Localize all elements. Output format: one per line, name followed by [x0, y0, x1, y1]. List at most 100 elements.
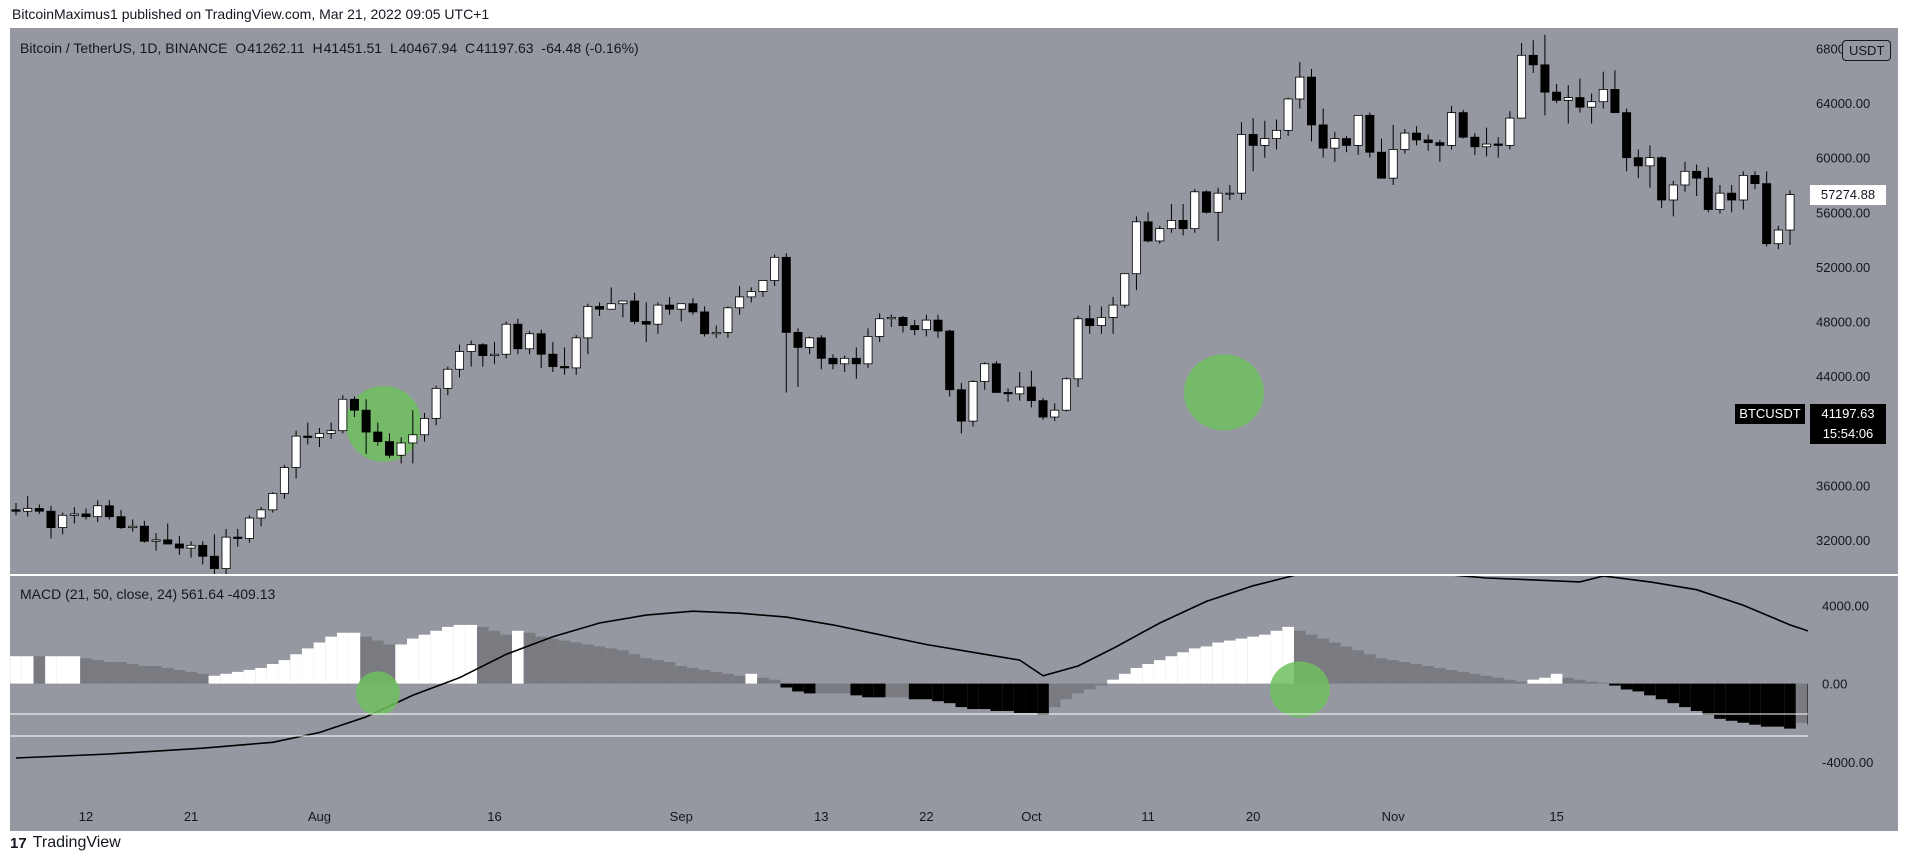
- candle-body: [1213, 192, 1223, 213]
- price-tick-label: 32000.00: [1816, 533, 1870, 548]
- signal-value: -409.13: [227, 586, 276, 602]
- macd-histogram-bar: [336, 632, 349, 684]
- candle: [163, 523, 173, 545]
- candle: [1166, 204, 1176, 233]
- candle: [268, 492, 278, 513]
- macd-axis[interactable]: 4000.00 0.00 -4000.00: [1808, 576, 1898, 801]
- candle: [665, 296, 675, 315]
- candle-body: [711, 331, 721, 335]
- time-tick-label: Nov: [1382, 809, 1406, 824]
- candle: [1715, 184, 1725, 214]
- macd-histogram-bar: [278, 660, 291, 684]
- macd-histogram-bar: [1434, 667, 1446, 684]
- candle-body: [688, 303, 698, 313]
- candle: [373, 422, 383, 446]
- highlight-circle-2: [1183, 354, 1264, 431]
- candle: [723, 306, 733, 338]
- candle-body: [875, 318, 885, 337]
- candle-body: [186, 544, 196, 549]
- candle-body: [151, 539, 161, 542]
- candle: [676, 303, 686, 322]
- candle: [1692, 164, 1702, 196]
- macd-pane[interactable]: MACD (21, 50, close, 24) 561.64 -409.13: [10, 576, 1808, 801]
- macd-histogram-bar: [1737, 683, 1750, 723]
- macd-histogram-bar: [360, 636, 372, 684]
- candle: [233, 528, 243, 547]
- candlestick-chart[interactable]: [10, 28, 1808, 574]
- macd-histogram-bar: [1387, 660, 1400, 684]
- macd-histogram-bar: [733, 675, 746, 684]
- macd-histogram-bar: [1130, 667, 1143, 684]
- candle-body: [945, 330, 955, 391]
- price-axis[interactable]: 68000.0064000.0060000.0056000.0052000.00…: [1808, 28, 1898, 574]
- macd-histogram-bar: [862, 683, 874, 698]
- candle: [1377, 138, 1386, 179]
- macd-histogram-bar: [1060, 683, 1073, 700]
- candle: [1622, 108, 1632, 172]
- price-tick-label: 60000.00: [1816, 151, 1870, 166]
- macd-legend: MACD (21, 50, close, 24) 561.64 -409.13: [20, 586, 275, 602]
- price-tick-label: 64000.00: [1816, 96, 1870, 111]
- macd-histogram-bar: [547, 638, 559, 684]
- macd-histogram-bar: [1410, 664, 1423, 684]
- currency-badge[interactable]: USDT: [1842, 40, 1892, 61]
- candle-body: [921, 319, 931, 331]
- candle: [606, 287, 616, 310]
- close-label: C: [465, 40, 476, 56]
- macd-histogram-bar: [722, 673, 734, 684]
- candle-body: [58, 514, 68, 528]
- candle: [1482, 127, 1492, 157]
- time-tick-label: 21: [184, 809, 198, 824]
- price-tick-label: 36000.00: [1816, 478, 1870, 493]
- candle-body: [1283, 98, 1293, 131]
- macd-histogram-bar: [1457, 671, 1470, 684]
- candle: [910, 320, 920, 336]
- candle-body: [1015, 386, 1025, 395]
- candle: [1400, 129, 1410, 154]
- candle-body: [1143, 221, 1153, 242]
- macd-histogram-bar: [1492, 677, 1505, 684]
- macd-histogram-bar: [1282, 626, 1294, 684]
- macd-histogram-bar: [1188, 648, 1201, 684]
- candle-body: [1330, 138, 1340, 149]
- candle-body: [933, 319, 943, 332]
- price-pane[interactable]: Bitcoin / TetherUS, 1D, BINANCE O41262.1…: [10, 28, 1808, 574]
- chart-frame[interactable]: Bitcoin / TetherUS, 1D, BINANCE O41262.1…: [10, 28, 1898, 831]
- candle-body: [1762, 183, 1772, 245]
- macd-histogram-bar: [1352, 650, 1365, 684]
- candle-body: [653, 304, 663, 325]
- macd-histogram-bar: [1550, 673, 1563, 684]
- candle: [1552, 83, 1562, 104]
- candle: [840, 355, 850, 372]
- candle: [781, 253, 791, 393]
- macd-histogram-bar: [1399, 662, 1411, 684]
- macd-chart[interactable]: [10, 576, 1808, 801]
- macd-histogram-bar: [512, 630, 524, 684]
- candle-body: [583, 306, 593, 339]
- macd-histogram-bar: [115, 662, 127, 684]
- macd-histogram-bar: [1469, 673, 1481, 684]
- candle-body: [46, 510, 56, 528]
- candle: [1307, 68, 1316, 142]
- candle: [1015, 371, 1025, 401]
- time-axis[interactable]: 12 21 Aug 16 Sep 13 22 Oct 11 20 Nov 15: [10, 801, 1808, 831]
- macd-highlight-circle-2: [1269, 661, 1330, 718]
- candle: [525, 331, 535, 355]
- candle-body: [1493, 143, 1503, 146]
- macd-histogram-bar: [1784, 683, 1796, 729]
- candle: [816, 335, 826, 370]
- macd-histogram-bar: [1048, 683, 1061, 708]
- candle: [1703, 167, 1713, 213]
- macd-histogram-bar: [1655, 683, 1668, 700]
- macd-histogram-bar: [593, 646, 606, 684]
- macd-histogram-bar: [1690, 683, 1703, 711]
- candle: [1458, 109, 1468, 139]
- macd-histogram-bar: [582, 644, 594, 684]
- candle: [968, 380, 978, 427]
- macd-histogram-bar: [1772, 683, 1785, 727]
- candle-body: [384, 441, 394, 456]
- candle: [1131, 216, 1141, 291]
- candle: [139, 520, 149, 543]
- candle: [46, 505, 56, 539]
- candle-body: [956, 389, 966, 422]
